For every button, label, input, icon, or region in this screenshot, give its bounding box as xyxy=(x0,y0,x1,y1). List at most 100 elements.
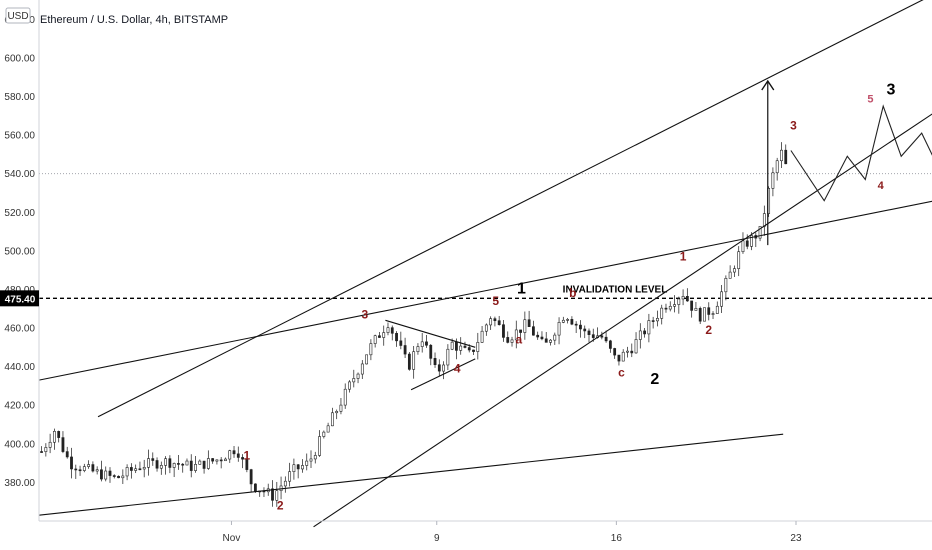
x-tick-label: 16 xyxy=(611,533,623,544)
candle-body xyxy=(698,308,702,322)
candle-body xyxy=(232,450,236,455)
candle-body xyxy=(348,381,351,390)
candle-body xyxy=(159,465,163,469)
candle-body xyxy=(168,458,172,468)
candle-body xyxy=(164,458,167,466)
candle-body xyxy=(245,458,249,470)
candle-body xyxy=(703,307,706,322)
candle-body xyxy=(365,354,369,365)
candle-body xyxy=(155,460,159,469)
candle-body xyxy=(382,332,386,338)
candle-body xyxy=(587,330,591,335)
candle-body xyxy=(309,458,313,462)
currency-label: USD xyxy=(7,11,28,22)
candle-body xyxy=(288,471,292,482)
candle-body xyxy=(630,350,634,354)
candle-body xyxy=(177,463,180,465)
candle-body xyxy=(591,334,595,338)
candle-body xyxy=(775,160,779,174)
wave-label: 5 xyxy=(867,93,873,105)
x-tick-label: Nov xyxy=(223,533,241,544)
candle-body xyxy=(112,475,116,477)
candle-body xyxy=(241,457,244,460)
wave-label: 1 xyxy=(244,448,251,462)
candle-body xyxy=(651,320,655,322)
candle-body xyxy=(211,458,215,462)
wave-label: 5 xyxy=(492,294,499,308)
y-tick-label: 580.00 xyxy=(4,92,35,103)
candle-body xyxy=(236,453,240,458)
candle-body xyxy=(330,412,334,427)
candle-body xyxy=(579,324,582,330)
wave-label: 3 xyxy=(886,82,895,99)
candle-body xyxy=(455,341,458,351)
candle-body xyxy=(664,307,668,310)
currency-badge[interactable] xyxy=(5,7,31,24)
candle-body xyxy=(476,342,480,352)
candle-body xyxy=(733,268,736,273)
candle-body xyxy=(677,298,681,305)
wave-label: 4 xyxy=(454,361,461,375)
candle-body xyxy=(685,296,689,302)
candle-body xyxy=(724,278,728,293)
candle-body xyxy=(138,468,142,471)
trend-line xyxy=(385,319,476,348)
wave-label: 2 xyxy=(277,498,284,512)
candle-body xyxy=(566,319,570,321)
candle-body xyxy=(373,335,377,344)
y-tick-label: 440.00 xyxy=(4,362,35,373)
candle-body xyxy=(254,483,257,492)
candle-body xyxy=(668,306,672,310)
candle-body xyxy=(741,240,745,253)
candle-body xyxy=(108,470,112,476)
y-tick-label: 600.00 xyxy=(4,53,35,64)
price-marker-label: 475.40 xyxy=(5,294,36,305)
invalidation-label: INVALIDATION LEVEL xyxy=(563,284,668,295)
candles xyxy=(40,142,788,507)
projection-path xyxy=(790,104,932,202)
candle-body xyxy=(784,149,788,165)
candle-body xyxy=(634,339,638,354)
candle-body xyxy=(694,308,698,311)
candle-body xyxy=(399,340,403,346)
candle-body xyxy=(100,469,103,480)
candle-body xyxy=(206,458,210,469)
candle-body xyxy=(356,373,360,379)
candle-body xyxy=(296,464,300,470)
candle-body xyxy=(292,464,296,472)
candle-body xyxy=(386,327,390,333)
candle-body xyxy=(467,347,471,351)
candle-body xyxy=(335,411,339,414)
candle-body xyxy=(224,458,227,462)
candle-body xyxy=(48,441,52,448)
candle-body xyxy=(219,459,223,462)
x-tick-label: 23 xyxy=(790,533,802,544)
candle-body xyxy=(519,329,522,333)
candle-body xyxy=(660,307,664,319)
candle-body xyxy=(121,475,125,479)
candle-body xyxy=(463,345,467,348)
candle-body xyxy=(549,339,552,343)
candle-body xyxy=(540,336,544,340)
candle-body xyxy=(215,459,219,462)
wave-label: 3 xyxy=(790,118,797,132)
wave-label: 3 xyxy=(362,307,369,321)
candle-body xyxy=(301,465,304,470)
wave-label: a xyxy=(516,332,523,346)
candle-body xyxy=(750,235,753,247)
candle-body xyxy=(403,345,407,355)
candle-body xyxy=(416,346,420,352)
candle-body xyxy=(305,460,309,466)
candle-body xyxy=(228,450,232,460)
candle-body xyxy=(553,334,557,341)
candle-body xyxy=(378,335,381,338)
candle-body xyxy=(91,464,95,472)
candle-body xyxy=(343,388,347,406)
wave-label: 2 xyxy=(705,323,712,337)
y-tick-label: 540.00 xyxy=(4,169,35,180)
candle-body xyxy=(728,271,732,279)
candle-body xyxy=(497,320,501,326)
y-tick-label: 400.00 xyxy=(4,439,35,450)
candle-body xyxy=(134,468,138,471)
